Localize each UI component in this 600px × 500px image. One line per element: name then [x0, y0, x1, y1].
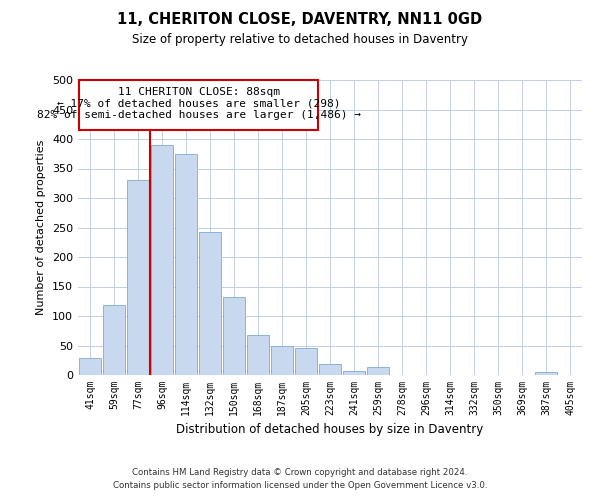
- Bar: [199, 232, 221, 375]
- Bar: [535, 372, 557, 375]
- Text: Contains HM Land Registry data © Crown copyright and database right 2024.
Contai: Contains HM Land Registry data © Crown c…: [113, 468, 487, 490]
- Bar: [271, 346, 293, 375]
- Bar: [319, 364, 341, 375]
- X-axis label: Distribution of detached houses by size in Daventry: Distribution of detached houses by size …: [176, 424, 484, 436]
- Bar: [127, 180, 149, 375]
- Bar: [247, 335, 269, 375]
- Bar: [175, 154, 197, 375]
- Text: ← 17% of detached houses are smaller (298): ← 17% of detached houses are smaller (29…: [57, 98, 340, 108]
- Bar: [151, 145, 173, 375]
- Bar: [103, 306, 125, 375]
- Y-axis label: Number of detached properties: Number of detached properties: [37, 140, 46, 315]
- Bar: [223, 296, 245, 375]
- Text: 11 CHERITON CLOSE: 88sqm: 11 CHERITON CLOSE: 88sqm: [118, 87, 280, 97]
- Bar: [295, 348, 317, 375]
- Bar: [367, 368, 389, 375]
- Text: 11, CHERITON CLOSE, DAVENTRY, NN11 0GD: 11, CHERITON CLOSE, DAVENTRY, NN11 0GD: [118, 12, 482, 28]
- Bar: [79, 358, 101, 375]
- FancyBboxPatch shape: [79, 80, 318, 130]
- Text: 82% of semi-detached houses are larger (1,486) →: 82% of semi-detached houses are larger (…: [37, 110, 361, 120]
- Text: Size of property relative to detached houses in Daventry: Size of property relative to detached ho…: [132, 32, 468, 46]
- Bar: [343, 372, 365, 375]
